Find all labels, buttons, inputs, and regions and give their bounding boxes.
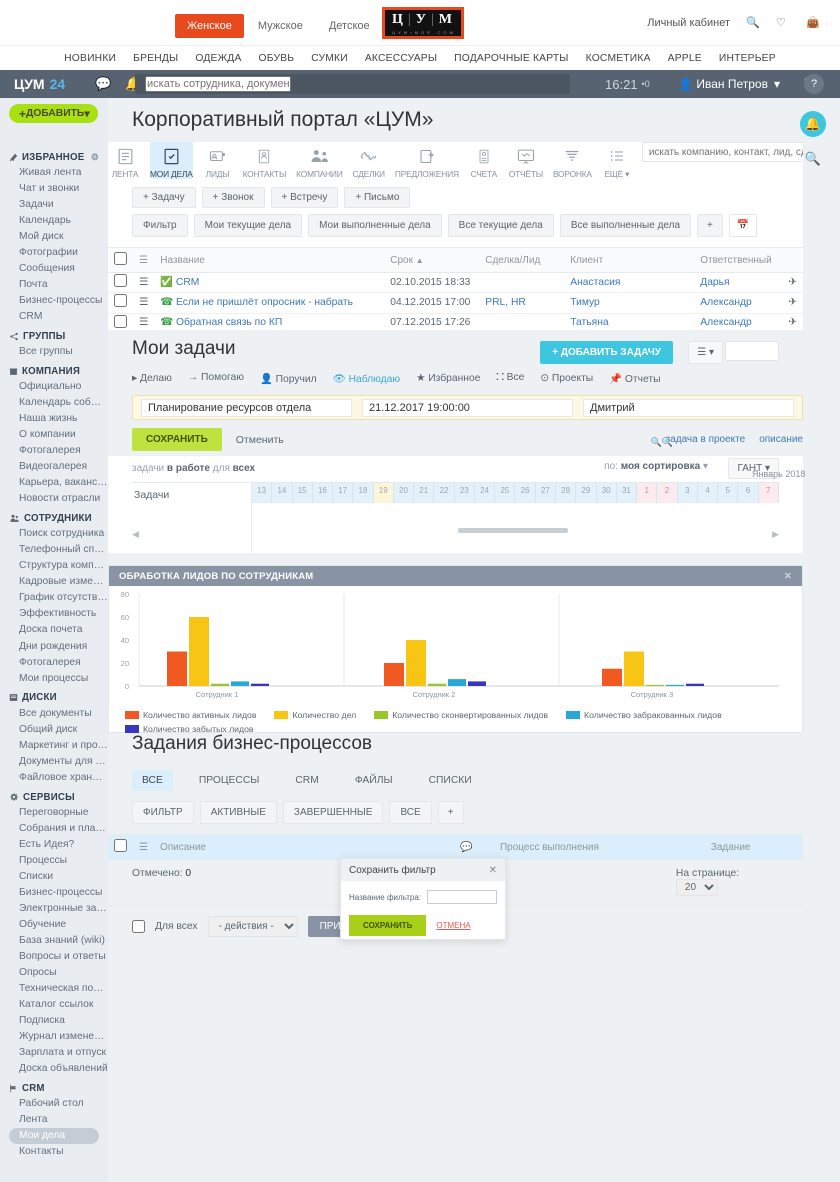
svg-text:Сотрудник 3: Сотрудник 3	[631, 690, 674, 699]
svg-text:0: 0	[125, 682, 129, 691]
svg-text:Сотрудник 1: Сотрудник 1	[196, 690, 239, 699]
svg-text:80: 80	[121, 590, 129, 599]
svg-text:40: 40	[121, 636, 129, 645]
svg-text:Сотрудник 2: Сотрудник 2	[413, 690, 456, 699]
svg-text:20: 20	[121, 659, 129, 668]
svg-text:60: 60	[121, 613, 129, 622]
